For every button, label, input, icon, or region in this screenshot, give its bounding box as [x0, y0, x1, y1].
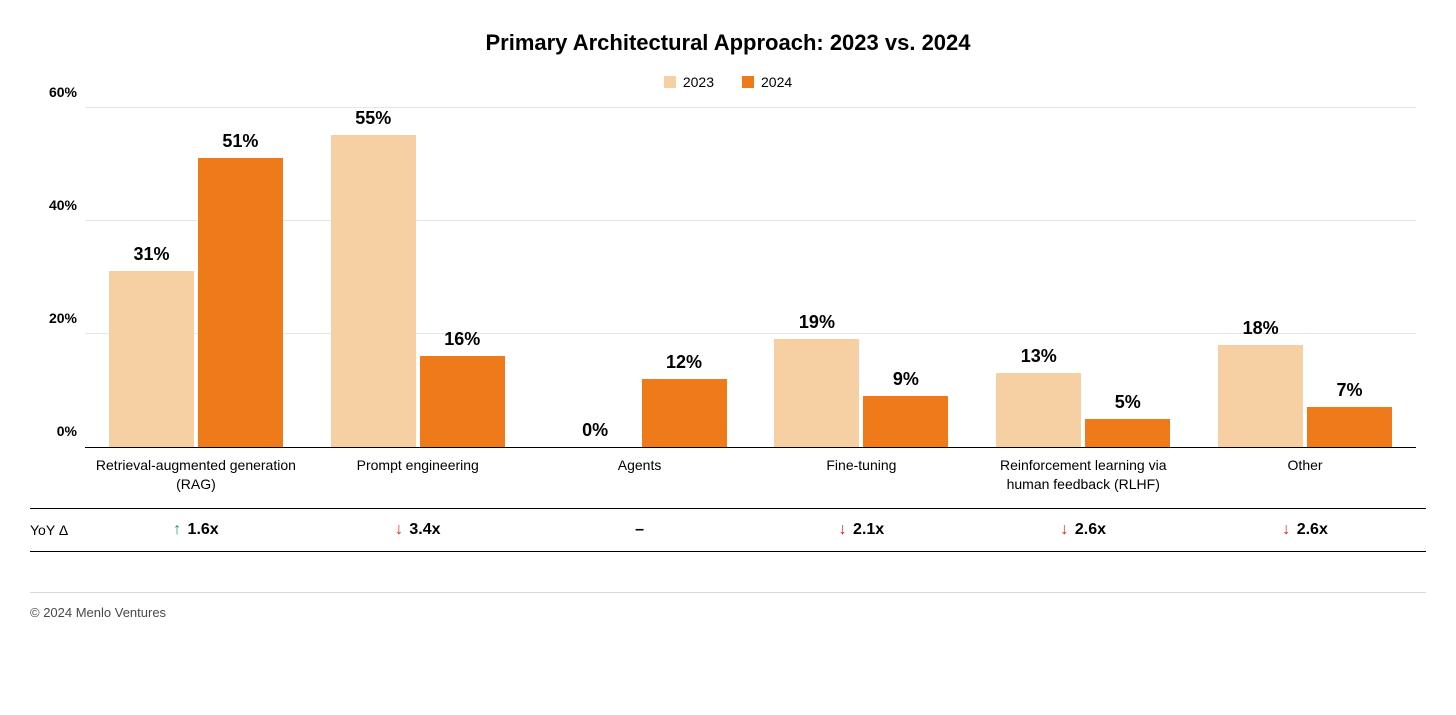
- yoy-cells: ↑ 1.6x↓ 3.4x–↓ 2.1x↓ 2.6x↓ 2.6x: [85, 509, 1416, 551]
- legend: 2023 2024: [30, 74, 1426, 90]
- footer-divider: [30, 592, 1426, 593]
- bar: 19%: [774, 312, 859, 447]
- bar-group: 18% 7%: [1194, 108, 1416, 447]
- bar-value-label: 13%: [1021, 346, 1057, 367]
- x-axis-label: Retrieval-augmented generation (RAG): [85, 456, 307, 494]
- bar: 9%: [863, 369, 948, 447]
- x-axis-label: Other: [1194, 456, 1416, 494]
- y-tick-label: 0%: [35, 423, 77, 439]
- legend-item-2023: 2023: [664, 74, 714, 90]
- bar: 31%: [109, 244, 194, 447]
- yoy-value: 2.1x: [849, 521, 885, 538]
- x-axis-label: Reinforcement learning via human feedbac…: [972, 456, 1194, 494]
- yoy-cell: ↓ 2.6x: [1194, 521, 1416, 539]
- bar-group: 31% 51%: [85, 108, 307, 447]
- yoy-cell: ↓ 3.4x: [307, 521, 529, 539]
- legend-label-2024: 2024: [761, 74, 792, 90]
- yoy-row-label: YoY Δ: [30, 522, 68, 538]
- bar-value-label: 55%: [355, 108, 391, 129]
- bar-value-label: 16%: [444, 329, 480, 350]
- bar-value-label: 0%: [582, 420, 608, 441]
- bar-rect: [774, 339, 859, 447]
- arrow-down-icon: ↓: [1282, 521, 1290, 538]
- bar-rect: [642, 379, 727, 447]
- bar-value-label: 9%: [893, 369, 919, 390]
- bar: 12%: [642, 352, 727, 447]
- bar-rect: [1307, 407, 1392, 447]
- arrow-down-icon: ↓: [1060, 521, 1068, 538]
- bar-rect: [109, 271, 194, 447]
- bar: 7%: [1307, 380, 1392, 447]
- yoy-value: 1.6x: [183, 521, 219, 538]
- bar-value-label: 18%: [1243, 318, 1279, 339]
- legend-swatch-2023: [664, 76, 676, 88]
- bar-value-label: 5%: [1115, 392, 1141, 413]
- arrow-down-icon: ↓: [839, 521, 847, 538]
- legend-item-2024: 2024: [742, 74, 792, 90]
- bar: 18%: [1218, 318, 1303, 447]
- x-axis-label: Fine-tuning: [750, 456, 972, 494]
- bar-rect: [420, 356, 505, 447]
- chart-area: 31% 51% 55% 16% 0% 12% 19% 9% 13% 5% 18% 7% 0% 20% 40…: [30, 108, 1426, 494]
- x-axis-labels: Retrieval-augmented generation (RAG)Prom…: [85, 456, 1416, 494]
- bar-group: 19% 9%: [750, 108, 972, 447]
- chart-title: Primary Architectural Approach: 2023 vs.…: [30, 30, 1426, 56]
- yoy-cell: ↑ 1.6x: [85, 521, 307, 539]
- y-tick-label: 60%: [35, 84, 77, 100]
- bar: 13%: [996, 346, 1081, 447]
- bar-rect: [863, 396, 948, 447]
- bar-group: 13% 5%: [972, 108, 1194, 447]
- bar-rect: [996, 373, 1081, 447]
- yoy-cell: –: [529, 521, 751, 539]
- bar-value-label: 19%: [799, 312, 835, 333]
- bar-value-label: 51%: [222, 131, 258, 152]
- y-tick-label: 20%: [35, 310, 77, 326]
- copyright-text: © 2024 Menlo Ventures: [30, 605, 1426, 620]
- bar-value-label: 7%: [1337, 380, 1363, 401]
- bar: 51%: [198, 131, 283, 447]
- arrow-down-icon: ↓: [395, 521, 403, 538]
- bar-value-label: 31%: [133, 244, 169, 265]
- y-tick-label: 40%: [35, 197, 77, 213]
- bar-rect: [331, 135, 416, 447]
- bar: 55%: [331, 108, 416, 447]
- arrow-up-icon: ↑: [173, 521, 181, 538]
- legend-swatch-2024: [742, 76, 754, 88]
- bar-rect: [1085, 419, 1170, 447]
- yoy-row: YoY Δ ↑ 1.6x↓ 3.4x–↓ 2.1x↓ 2.6x↓ 2.6x: [30, 508, 1426, 552]
- bar-value-label: 12%: [666, 352, 702, 373]
- plot-area: 31%51%55%16%0%12%19%9%13%5%18%7% 0%20%40…: [85, 108, 1416, 448]
- bar-group: 0% 12%: [529, 108, 751, 447]
- x-axis-label: Agents: [529, 456, 751, 494]
- bar-groups: 31% 51% 55% 16% 0% 12% 19% 9% 13% 5% 18% 7%: [85, 108, 1416, 447]
- x-axis-label: Prompt engineering: [307, 456, 529, 494]
- bar-rect: [1218, 345, 1303, 447]
- yoy-value: 2.6x: [1292, 521, 1328, 538]
- bar: 0%: [553, 420, 638, 447]
- bar: 5%: [1085, 392, 1170, 447]
- yoy-value: 2.6x: [1070, 521, 1106, 538]
- bar-rect: [198, 158, 283, 447]
- legend-label-2023: 2023: [683, 74, 714, 90]
- bar: 16%: [420, 329, 505, 447]
- yoy-cell: ↓ 2.6x: [972, 521, 1194, 539]
- yoy-cell: ↓ 2.1x: [750, 521, 972, 539]
- bar-group: 55% 16%: [307, 108, 529, 447]
- yoy-value: 3.4x: [405, 521, 441, 538]
